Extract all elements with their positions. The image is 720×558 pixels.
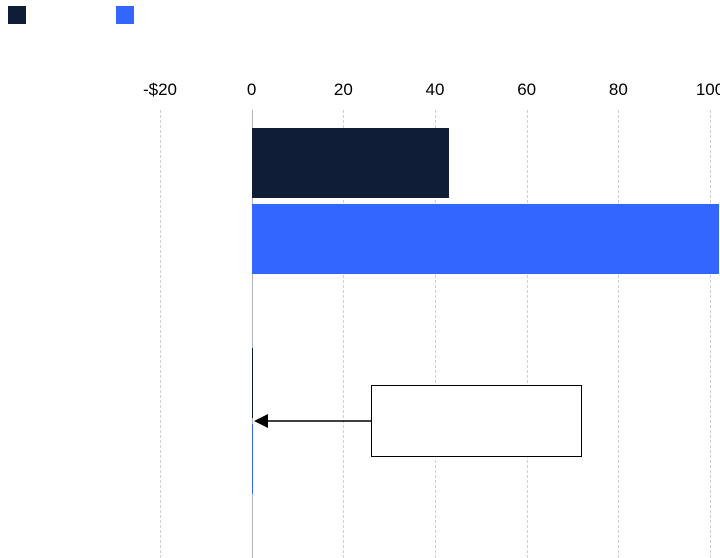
legend-swatch-series-1 (116, 6, 134, 24)
x-gridline (527, 110, 528, 558)
bar-group1-series1 (252, 424, 253, 494)
annotation-arrow-icon (254, 412, 378, 430)
plot-area: -$20 0 20 40 60 80 100 (160, 60, 710, 558)
x-tick-label: 80 (609, 80, 628, 100)
x-tick-label: 40 (426, 80, 445, 100)
annotation-box (371, 385, 582, 457)
legend-swatch-series-0 (8, 6, 26, 24)
legend (8, 6, 134, 24)
bar-group0-series0 (252, 128, 449, 198)
bar-group0-series1 (252, 204, 720, 274)
x-gridline (160, 110, 161, 558)
x-tick-label: 60 (517, 80, 536, 100)
bar-group1-series0 (252, 348, 253, 418)
x-gridline (710, 110, 711, 558)
bar-chart: -$20 0 20 40 60 80 100 (0, 0, 720, 558)
x-tick-label: 0 (247, 80, 256, 100)
x-gridline (618, 110, 619, 558)
x-tick-label: -$20 (143, 80, 177, 100)
x-tick-label: 20 (334, 80, 353, 100)
x-tick-label: 100 (696, 80, 720, 100)
